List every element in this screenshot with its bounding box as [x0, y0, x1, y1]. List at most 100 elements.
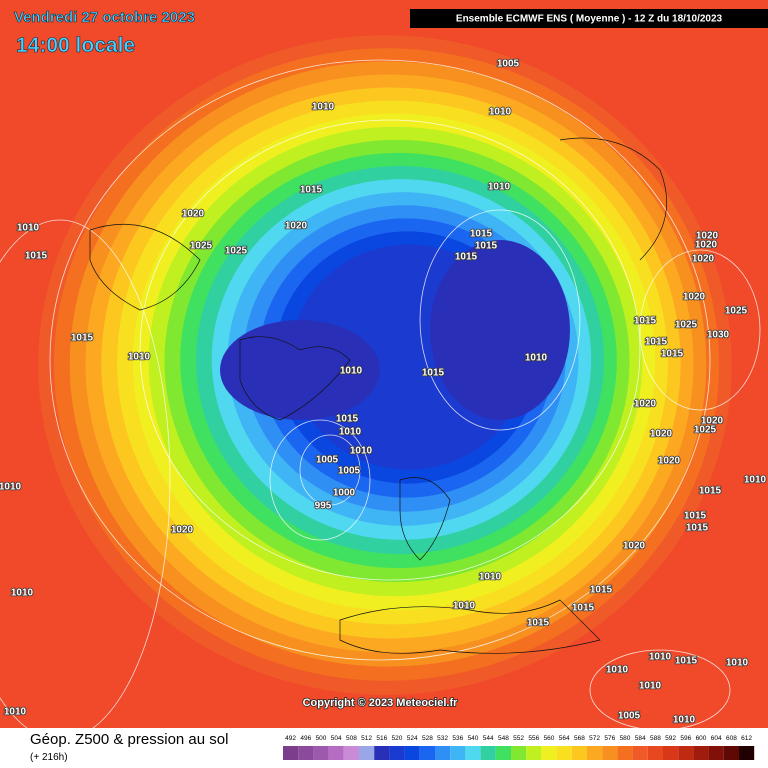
isobar-label: 1025 [225, 246, 248, 257]
isobar-label: 1015 [25, 251, 48, 262]
isobars [0, 59, 761, 728]
legend-level: 548 [498, 735, 509, 742]
legend-swatch [419, 746, 435, 760]
legend-swatch [541, 746, 557, 760]
legend-swatch [313, 746, 329, 760]
legend-swatch [739, 746, 755, 760]
legend-swatch [435, 746, 451, 760]
isobar-label: 1010 [340, 366, 363, 377]
isobar-label: 1010 [128, 352, 151, 363]
isobar-label: 1000 [333, 488, 356, 499]
isobar-label: 1015 [71, 333, 94, 344]
legend-level: 536 [452, 735, 463, 742]
isobar-label: 1010 [0, 482, 22, 493]
legend-swatch [571, 746, 587, 760]
low-core [430, 240, 570, 420]
legend-swatch [632, 746, 648, 760]
isobar-label: 1020 [658, 456, 681, 467]
legend-swatch [389, 746, 405, 760]
isobar-label: 1010 [312, 102, 335, 113]
coastlines [89, 137, 667, 654]
isobar-label: 1015 [590, 585, 613, 596]
legend-swatch [343, 746, 359, 760]
legend-swatch [374, 746, 390, 760]
legend-swatch [556, 746, 572, 760]
isobar-label: 1010 [489, 107, 512, 118]
isobar-label: 1020 [692, 254, 715, 265]
isobar-label: 1020 [171, 525, 194, 536]
legend-swatch [465, 746, 481, 760]
legend-swatch [647, 746, 663, 760]
isobar-label: 1020 [634, 399, 657, 410]
legend-level: 608 [726, 735, 737, 742]
isobar-label: 1010 [488, 182, 511, 193]
legend-swatch [450, 746, 466, 760]
isobar-label: 1020 [695, 240, 718, 251]
isobar-label: 1005 [338, 466, 361, 477]
isobar-label: 1005 [497, 59, 520, 70]
legend-level: 496 [300, 735, 311, 742]
isobar-label: 1010 [11, 588, 34, 599]
legend-swatch [480, 746, 496, 760]
legend-swatch [602, 746, 618, 760]
legend-level: 592 [665, 735, 676, 742]
isobar-label: 1010 [339, 427, 362, 438]
legend: 492 496 500 504 508 512 516 520 524 528 532 536 540 5… [283, 735, 755, 760]
legend-level: 564 [559, 735, 570, 742]
legend-level: 596 [680, 735, 691, 742]
isobar-label: 1015 [684, 511, 707, 522]
legend-level: 524 [407, 735, 418, 742]
legend-level: 520 [392, 735, 403, 742]
isobar-label: 1015 [661, 349, 684, 360]
isobar-label: 1025 [675, 320, 698, 331]
isobar-label: 1010 [4, 707, 27, 718]
map-time: 14:00 locale [16, 34, 135, 57]
legend-level: 552 [513, 735, 524, 742]
isobar-label: 1020 [696, 231, 719, 242]
legend-swatch [678, 746, 694, 760]
isobar-label: 1005 [618, 711, 641, 722]
legend-level: 600 [696, 735, 707, 742]
isobar-label: 1020 [650, 429, 673, 440]
legend-level: 508 [346, 735, 357, 742]
legend-level: 588 [650, 735, 661, 742]
isobar-label: 1015 [675, 656, 698, 667]
isobar-label: 1015 [470, 229, 493, 240]
legend-level: 516 [376, 735, 387, 742]
isobar-label: 1010 [649, 652, 672, 663]
legend-swatch [587, 746, 603, 760]
legend-swatch [298, 746, 314, 760]
isobar-label: 1005 [316, 455, 339, 466]
isobar-label: 1010 [639, 681, 662, 692]
legend-level: 540 [468, 735, 479, 742]
isobar-label: 1020 [182, 209, 205, 220]
legend-swatch [723, 746, 739, 760]
legend-level: 492 [285, 735, 296, 742]
legend-swatch [283, 746, 299, 760]
isobar-label: 1010 [453, 601, 476, 612]
isobar-label: 1020 [285, 221, 308, 232]
legend-level: 556 [528, 735, 539, 742]
isobar-label: 1015 [336, 414, 359, 425]
isobar-label: 1010 [606, 665, 629, 676]
field-name: Géop. Z500 & pression au sol [30, 731, 228, 748]
map-date: Vendredi 27 octobre 2023 [14, 9, 195, 26]
legend-swatch [359, 746, 375, 760]
isobar-label: 1010 [350, 446, 373, 457]
legend-swatch [404, 746, 420, 760]
isobar-label: 1015 [422, 368, 445, 379]
isobar-label: 1015 [475, 241, 498, 252]
legend-level: 580 [620, 735, 631, 742]
isobar-label: 1015 [455, 252, 478, 263]
isobar-label: 1015 [645, 337, 668, 348]
legend-level: 544 [483, 735, 494, 742]
isobar-label: 1015 [572, 603, 595, 614]
legend-level: 504 [331, 735, 342, 742]
isobar-label: 1030 [707, 330, 730, 341]
legend-level: 532 [437, 735, 448, 742]
isobar-label: 1015 [699, 486, 722, 497]
isobar-label: 1015 [527, 618, 550, 629]
